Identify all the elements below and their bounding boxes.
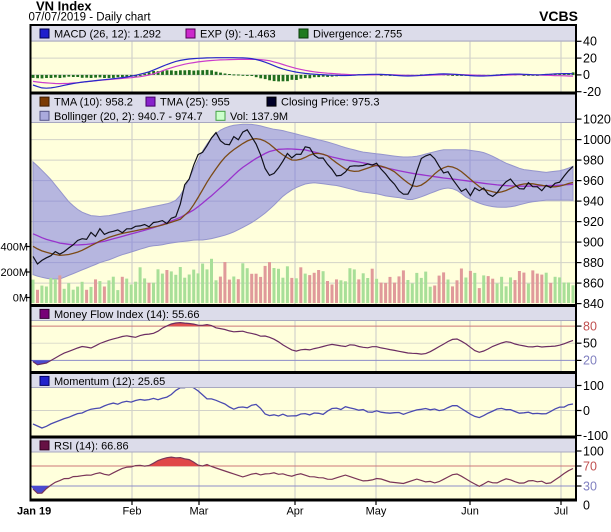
svg-text:-100: -100 [583,429,608,443]
svg-text:MACD (26, 12): 1.292: MACD (26, 12): 1.292 [54,29,161,41]
svg-text:860: 860 [583,276,604,290]
svg-text:100: 100 [583,379,604,393]
svg-text:Feb: Feb [123,506,142,518]
svg-text:80: 80 [583,319,597,333]
svg-text:980: 980 [583,153,604,167]
svg-text:0: 0 [583,498,590,512]
svg-text:40: 40 [583,35,597,49]
svg-text:940: 940 [583,194,604,208]
svg-text:VN Index: VN Index [36,0,92,14]
svg-text:880: 880 [583,256,604,270]
svg-text:Closing Price: 975.3: Closing Price: 975.3 [281,97,379,109]
svg-text:0M: 0M [13,292,28,304]
svg-text:Divergence: 2.755: Divergence: 2.755 [313,29,402,41]
svg-text:VCBS: VCBS [539,8,578,24]
svg-text:RSI (14): 66.86: RSI (14): 66.86 [54,440,129,452]
svg-text:840: 840 [583,297,604,311]
svg-text:TMA (10): 958.2: TMA (10): 958.2 [54,97,133,109]
svg-text:1000: 1000 [583,133,611,147]
svg-text:20: 20 [583,51,597,65]
svg-text:20: 20 [583,354,597,368]
svg-text:Momentum (12): 25.65: Momentum (12): 25.65 [54,376,165,388]
svg-text:Bollinger (20, 2): 940.7 - 974: Bollinger (20, 2): 940.7 - 974.7 [54,111,203,123]
svg-text:Jul: Jul [554,506,568,518]
svg-text:70: 70 [583,459,597,473]
svg-text:50: 50 [583,337,597,351]
svg-text:900: 900 [583,235,604,249]
svg-text:920: 920 [583,215,604,229]
svg-text:100: 100 [583,444,604,458]
svg-text:0: 0 [583,404,590,418]
svg-text:Vol: 137.9M: Vol: 137.9M [230,111,288,123]
svg-text:0: 0 [583,68,590,82]
svg-text:Mar: Mar [190,506,209,518]
svg-text:Money Flow Index (14): 55.66: Money Flow Index (14): 55.66 [54,309,200,321]
svg-text:960: 960 [583,174,604,188]
svg-text:30: 30 [583,479,597,493]
svg-text:1020: 1020 [583,112,611,126]
svg-text:Jan 19: Jan 19 [17,506,51,518]
svg-text:400M: 400M [0,241,28,253]
svg-text:200M: 200M [0,267,28,279]
svg-text:07/07/2019 - Daily chart: 07/07/2019 - Daily chart [29,11,152,23]
svg-text:EXP (9): -1.463: EXP (9): -1.463 [200,29,276,41]
svg-text:-20: -20 [583,85,601,99]
svg-text:Jun: Jun [461,506,479,518]
svg-text:Apr: Apr [286,506,303,518]
svg-text:May: May [366,506,387,518]
svg-text:TMA (25): 955: TMA (25): 955 [160,97,230,109]
